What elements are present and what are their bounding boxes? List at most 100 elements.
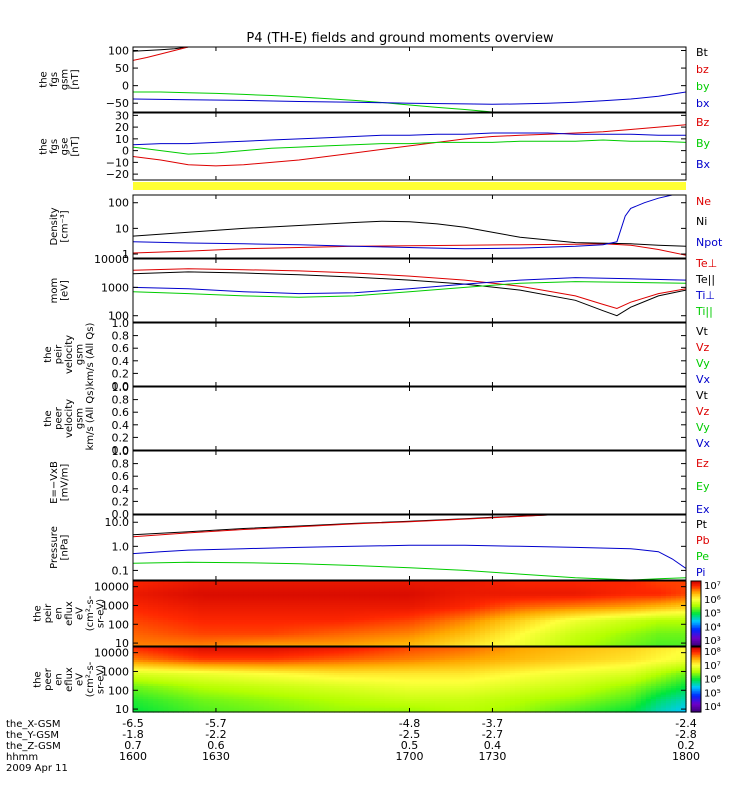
legend-label-2-1: Ni	[696, 215, 707, 228]
panel-frame-5	[133, 387, 686, 450]
y-axis-label: fgs	[49, 139, 60, 154]
legend-label-5-2: Vy	[696, 421, 710, 434]
legend-label-4-0: Vt	[696, 325, 709, 338]
y-axis-label: velocity	[64, 399, 75, 438]
y-tick-label: 100	[108, 45, 129, 58]
legend-label-2-0: Ne	[696, 195, 711, 208]
y-axis-label: gse	[59, 138, 70, 156]
y-axis-label: [nT]	[70, 136, 81, 156]
spectrogram-8	[133, 581, 687, 647]
legend-label-5-1: Vz	[696, 405, 710, 418]
legend-label-4-2: Vy	[696, 357, 710, 370]
y-axis-label: km/s (All Qs)	[85, 387, 96, 451]
series-line-Ti||	[133, 282, 686, 298]
y-axis-label: sr-eV)	[96, 599, 107, 628]
y-tick-label: 0.8	[112, 394, 130, 407]
y-tick-label: 10	[115, 222, 129, 235]
legend-label-1-2: Bx	[696, 158, 711, 171]
series-line-Bz	[133, 125, 686, 166]
y-tick-label: 100	[108, 618, 129, 631]
y-axis-label: the	[38, 138, 49, 154]
plot-title: P4 (TH-E) fields and ground moments over…	[246, 31, 554, 46]
legend-label-4-1: Vz	[696, 341, 710, 354]
y-axis-label: [nT]	[70, 69, 81, 89]
y-axis-label: [cm⁻³]	[59, 210, 70, 242]
y-tick-label: 0.8	[112, 330, 130, 343]
legend-label-2-2: Npot	[696, 236, 723, 249]
legend-label-5-0: Vt	[696, 389, 709, 402]
y-axis-label: peir	[54, 344, 65, 364]
y-axis-label: Density	[49, 207, 60, 245]
series-group-3	[133, 269, 686, 316]
y-tick-label: 0.4	[112, 355, 130, 368]
series-line-Pi	[133, 545, 686, 568]
y-axis-label: gsm	[75, 344, 86, 365]
y-axis-label: eflux	[64, 601, 75, 626]
legend-label-3-0: Te⊥	[695, 257, 717, 270]
series-line-Ni	[133, 221, 686, 246]
y-axis-label: [eV]	[59, 280, 70, 301]
y-axis-label: fgs	[49, 72, 60, 87]
panel-frame-0	[133, 47, 686, 112]
legend-label-5-3: Vx	[696, 437, 711, 450]
y-axis-label: velocity	[64, 335, 75, 374]
y-axis-label: the	[43, 346, 54, 362]
y-axis-label: km/s (All Qs)	[85, 323, 96, 387]
y-tick-label: −20	[106, 168, 129, 181]
series-group-2	[133, 195, 686, 255]
y-tick-label: 0.2	[112, 431, 130, 444]
y-tick-label: 1.0	[112, 381, 130, 394]
y-tick-label: 20	[115, 121, 129, 134]
y-axis-label: [mV/m]	[59, 464, 70, 502]
y-tick-label: 0.8	[112, 458, 130, 471]
y-tick-label: 0.2	[112, 495, 130, 508]
legend-label-7-2: Pe	[696, 550, 709, 563]
y-axis-label: mom	[49, 278, 60, 304]
y-axis-label: peer	[54, 406, 65, 430]
panel-6: 0.00.20.40.60.81.0E=−VxB[mV/m]	[49, 445, 686, 521]
legend-label-0-2: by	[696, 80, 710, 93]
y-axis-label: [nPa]	[59, 534, 70, 560]
series-line-bz	[133, 47, 188, 60]
y-axis-label: peir	[43, 603, 54, 623]
y-axis-label: en	[54, 607, 65, 620]
y-tick-label: −50	[106, 97, 129, 110]
y-axis-label: the	[43, 410, 54, 426]
legend-label-6-2: Ex	[696, 503, 710, 516]
y-tick-label: 1.0	[112, 445, 130, 458]
legend-label-6-0: Ez	[696, 457, 709, 470]
y-tick-label: 0.6	[112, 342, 130, 355]
y-tick-label: 0.4	[112, 483, 130, 496]
series-line-Pb	[133, 515, 548, 537]
legend-label-1-1: By	[696, 137, 711, 150]
series-group-1	[133, 125, 686, 166]
colorbar-label: 10⁶	[704, 595, 721, 606]
panel-frame-7	[133, 515, 686, 580]
y-axis-label: (cm²-s-	[85, 595, 96, 631]
series-group-0	[133, 47, 686, 112]
legend-label-3-3: Ti||	[695, 305, 713, 318]
y-tick-label: 0.1	[112, 564, 130, 577]
legend-label-3-2: Ti⊥	[695, 289, 715, 302]
legend-label-7-0: Pt	[696, 518, 708, 531]
legend-label-0-1: bz	[696, 63, 709, 76]
y-tick-label: 0	[122, 145, 129, 158]
legend-label-0-0: Bt	[696, 46, 709, 59]
legend-label-6-1: Ey	[696, 480, 710, 493]
series-line-Bx	[133, 133, 686, 145]
y-tick-label: 10000	[94, 581, 129, 594]
panel-frame-1	[133, 113, 686, 180]
spectrogram-9	[133, 647, 687, 713]
y-tick-label: 100	[108, 197, 129, 210]
y-tick-label: 0.2	[112, 367, 130, 380]
status-bar	[133, 182, 686, 190]
panel-frame-2	[133, 195, 686, 258]
